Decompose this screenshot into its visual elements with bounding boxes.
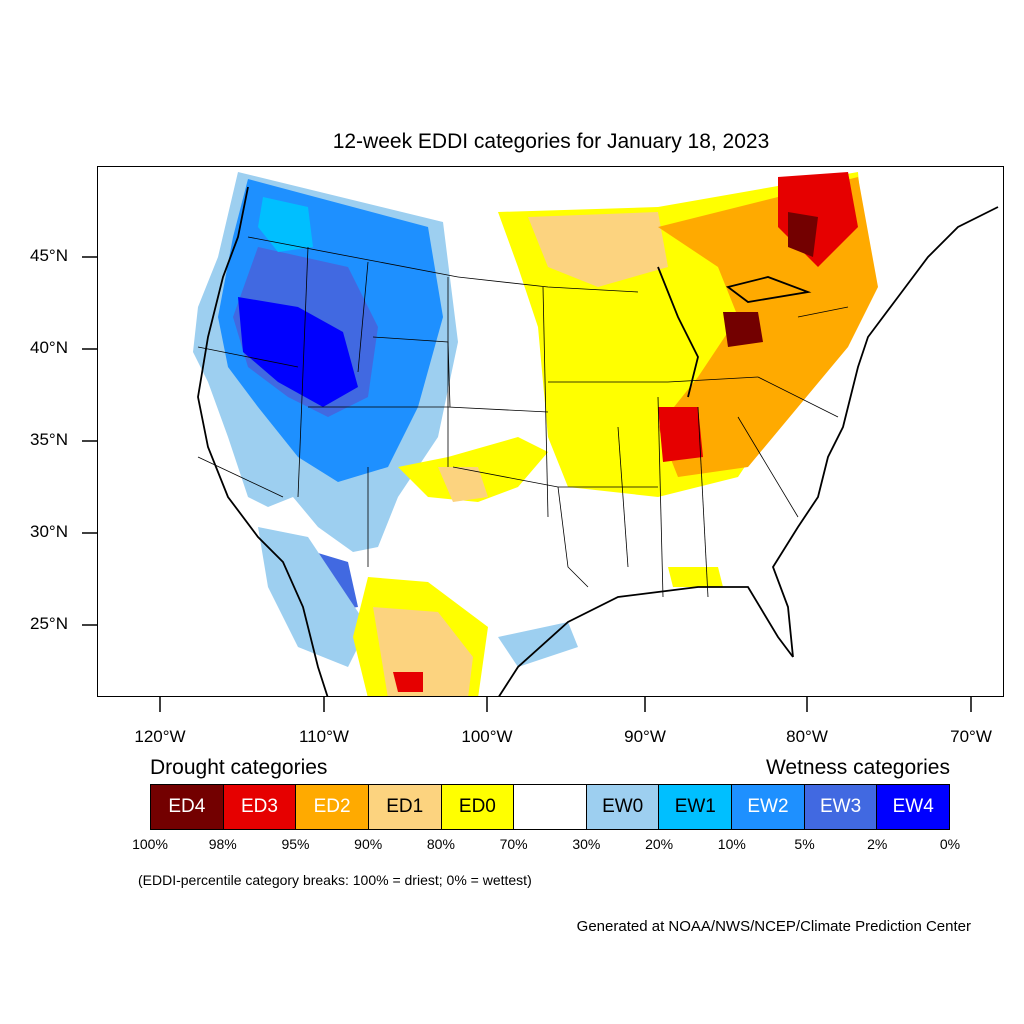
legend-break-label: 90% [354, 836, 383, 852]
legend-box-ed0: ED0 [441, 785, 515, 829]
legend-box-ew3: EW3 [804, 785, 878, 829]
legend-break-label: 0% [939, 836, 961, 852]
legend-break-label: 5% [794, 836, 815, 852]
region-ed1-plains [438, 467, 488, 502]
map-title: 12-week EDDI categories for January 18, … [332, 130, 770, 153]
credit-line: Generated at NOAA/NWS/NCEP/Climate Predi… [576, 918, 971, 935]
legend-break-label: 98% [208, 836, 237, 852]
legend-box-neutral [514, 785, 587, 829]
lon-label-70: 70°W [950, 727, 992, 746]
lat-label-25: 25°N [30, 614, 68, 633]
legend-box-ew2: EW2 [732, 785, 805, 829]
region-ed0-southeast [668, 567, 723, 587]
lat-label-45: 45°N [30, 246, 68, 265]
legend-box-ed4: ED4 [151, 785, 224, 829]
region-ew0-mexico [258, 527, 368, 667]
drought-heading: Drought categories [150, 756, 328, 779]
legend-break-label: 80% [426, 836, 455, 852]
region-ew4-west [238, 297, 358, 407]
legend-box-ed1: ED1 [368, 785, 442, 829]
legend-color-bar: ED4 ED3 ED2 ED1 ED0 EW0 EW1 EW2 EW3 EW4 [150, 784, 950, 830]
lon-label-100: 100°W [461, 727, 513, 746]
legend-box-ew1: EW1 [659, 785, 733, 829]
region-ed3-ohio [658, 407, 703, 462]
region-ew1-nw [258, 197, 313, 252]
lon-label-120: 120°W [134, 727, 186, 746]
legend-box-ew4: EW4 [877, 785, 950, 829]
legend-break-label: 100% [132, 836, 168, 852]
region-ed3-mexico [393, 672, 423, 692]
lat-label-40: 40°N [30, 338, 68, 357]
region-ed4-ne [788, 212, 818, 257]
wetness-heading: Wetness categories [765, 756, 950, 779]
legend-break-label: 2% [867, 836, 888, 852]
legend-box-ew0: EW0 [586, 785, 660, 829]
lon-label-90: 90°W [624, 727, 666, 746]
legend-break-label: 95% [281, 836, 310, 852]
lon-label-110: 110°W [299, 727, 349, 746]
legend-box-ed2: ED2 [296, 785, 369, 829]
legend-break-label: 10% [717, 836, 746, 852]
lat-label-35: 35°N [30, 430, 68, 449]
lat-label-30: 30°N [30, 522, 68, 541]
legend-break-label: 20% [645, 836, 674, 852]
region-ew0-gulf [498, 622, 578, 667]
legend-box-ed3: ED3 [223, 785, 297, 829]
region-ed4-lakes [723, 312, 763, 347]
region-ed1-east [528, 212, 668, 287]
legend-break-label: 30% [572, 836, 601, 852]
legend-note: (EDDI-percentile category breaks: 100% =… [138, 872, 532, 888]
lon-label-80: 80°W [786, 727, 828, 746]
legend-break-label: 70% [499, 836, 528, 852]
eddi-map [97, 166, 1004, 697]
